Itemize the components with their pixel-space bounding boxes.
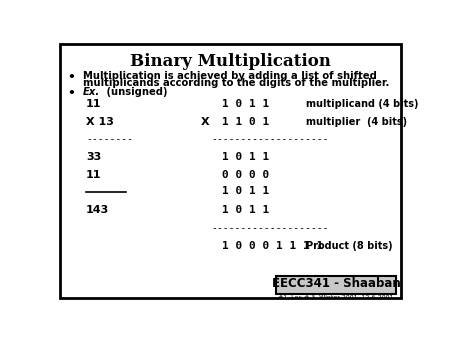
Text: (unsigned): (unsigned) [96,87,168,97]
Text: 1 0 1 1: 1 0 1 1 [222,186,269,196]
Text: •: • [68,87,75,100]
Text: --------------------: -------------------- [212,223,329,233]
Text: 1 1 0 1: 1 1 0 1 [222,117,269,127]
Text: 33: 33 [86,152,101,162]
Bar [276,276,396,293]
Text: 11: 11 [86,170,101,180]
Text: #1  Lec # 3  Winter 2001  12-6-2001: #1 Lec # 3 Winter 2001 12-6-2001 [279,295,394,299]
Text: EECC341 - Shaaban: EECC341 - Shaaban [272,277,400,290]
Text: 0 0 0 0: 0 0 0 0 [222,170,269,180]
Text: 1 0 1 1: 1 0 1 1 [222,99,269,109]
Text: Multiplication is achieved by adding a list of shifted: Multiplication is achieved by adding a l… [83,71,377,81]
Text: •: • [68,71,75,84]
Text: multiplier  (4 bits): multiplier (4 bits) [306,117,407,127]
Text: --------: -------- [86,135,133,145]
Text: 11: 11 [86,99,101,109]
Text: 1 0 1 1: 1 0 1 1 [222,205,269,215]
Text: multiplicands according to the digits of the multiplier.: multiplicands according to the digits of… [83,78,390,88]
Text: X 13: X 13 [86,117,114,127]
Text: multiplicand (4 bits): multiplicand (4 bits) [306,99,418,109]
Text: 1 0 1 1: 1 0 1 1 [222,152,269,162]
Text: 143: 143 [86,205,109,215]
Text: --------------------: -------------------- [212,135,329,145]
Text: Ex.: Ex. [83,87,100,97]
Text: 1 0 0 0 1 1 1 1: 1 0 0 0 1 1 1 1 [222,241,323,251]
Text: X: X [201,117,210,127]
Text: Binary Multiplication: Binary Multiplication [130,53,331,70]
Text: Product (8 bits): Product (8 bits) [306,241,392,251]
